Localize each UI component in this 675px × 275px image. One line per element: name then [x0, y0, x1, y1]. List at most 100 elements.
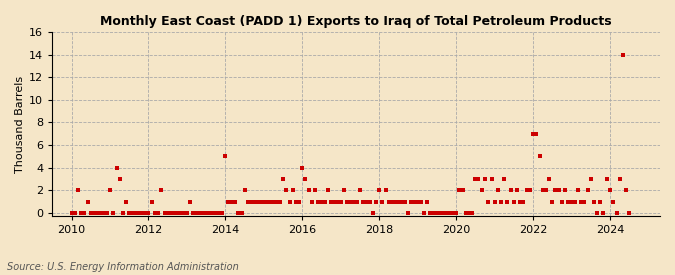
Point — [470, 177, 481, 181]
Point — [124, 211, 134, 215]
Point — [524, 188, 535, 192]
Point — [82, 199, 93, 204]
Point — [140, 211, 151, 215]
Point — [290, 199, 301, 204]
Point — [297, 165, 308, 170]
Point — [95, 211, 106, 215]
Point — [354, 188, 365, 192]
Point — [467, 211, 478, 215]
Point — [156, 188, 167, 192]
Point — [70, 211, 80, 215]
Point — [429, 211, 439, 215]
Point — [162, 211, 173, 215]
Point — [431, 211, 442, 215]
Point — [412, 199, 423, 204]
Point — [345, 199, 356, 204]
Point — [415, 199, 426, 204]
Point — [338, 188, 349, 192]
Point — [422, 199, 433, 204]
Point — [383, 199, 394, 204]
Point — [98, 211, 109, 215]
Point — [304, 188, 315, 192]
Point — [512, 188, 522, 192]
Point — [175, 211, 186, 215]
Point — [367, 211, 378, 215]
Point — [76, 211, 86, 215]
Point — [601, 177, 612, 181]
Point — [381, 188, 392, 192]
Point — [457, 188, 468, 192]
Point — [230, 199, 240, 204]
Point — [483, 199, 493, 204]
Point — [227, 199, 238, 204]
Point — [316, 199, 327, 204]
Point — [506, 188, 516, 192]
Point — [544, 177, 555, 181]
Point — [268, 199, 279, 204]
Point — [489, 199, 500, 204]
Point — [239, 188, 250, 192]
Point — [172, 211, 183, 215]
Point — [364, 199, 375, 204]
Point — [556, 199, 567, 204]
Point — [528, 131, 539, 136]
Point — [223, 199, 234, 204]
Point — [271, 199, 282, 204]
Point — [464, 211, 475, 215]
Point — [73, 188, 84, 192]
Point — [246, 199, 256, 204]
Point — [534, 154, 545, 158]
Point — [92, 211, 103, 215]
Point — [101, 211, 112, 215]
Point — [451, 211, 462, 215]
Point — [521, 188, 532, 192]
Point — [425, 211, 436, 215]
Point — [595, 199, 605, 204]
Point — [477, 188, 487, 192]
Point — [66, 211, 77, 215]
Point — [220, 154, 231, 158]
Point — [277, 177, 288, 181]
Point — [130, 211, 141, 215]
Point — [454, 188, 464, 192]
Point — [569, 199, 580, 204]
Point — [242, 199, 253, 204]
Point — [486, 177, 497, 181]
Point — [323, 188, 333, 192]
Point — [618, 52, 628, 57]
Point — [342, 199, 353, 204]
Point — [300, 177, 310, 181]
Point — [85, 211, 96, 215]
Point — [390, 199, 401, 204]
Point — [79, 211, 90, 215]
Point — [624, 211, 634, 215]
Point — [592, 211, 603, 215]
Point — [572, 188, 583, 192]
Point — [213, 211, 224, 215]
Point — [358, 199, 369, 204]
Point — [621, 188, 632, 192]
Point — [492, 188, 503, 192]
Point — [361, 199, 372, 204]
Point — [554, 188, 564, 192]
Point — [377, 199, 387, 204]
Point — [583, 188, 593, 192]
Point — [134, 211, 144, 215]
Point — [518, 199, 529, 204]
Point — [114, 177, 125, 181]
Point — [537, 188, 548, 192]
Point — [310, 188, 321, 192]
Point — [188, 211, 199, 215]
Point — [550, 188, 561, 192]
Point — [579, 199, 590, 204]
Point — [441, 211, 452, 215]
Point — [182, 211, 192, 215]
Point — [499, 177, 510, 181]
Point — [438, 211, 449, 215]
Point — [306, 199, 317, 204]
Point — [547, 199, 558, 204]
Y-axis label: Thousand Barrels: Thousand Barrels — [15, 76, 25, 173]
Point — [204, 211, 215, 215]
Point — [444, 211, 455, 215]
Point — [136, 211, 147, 215]
